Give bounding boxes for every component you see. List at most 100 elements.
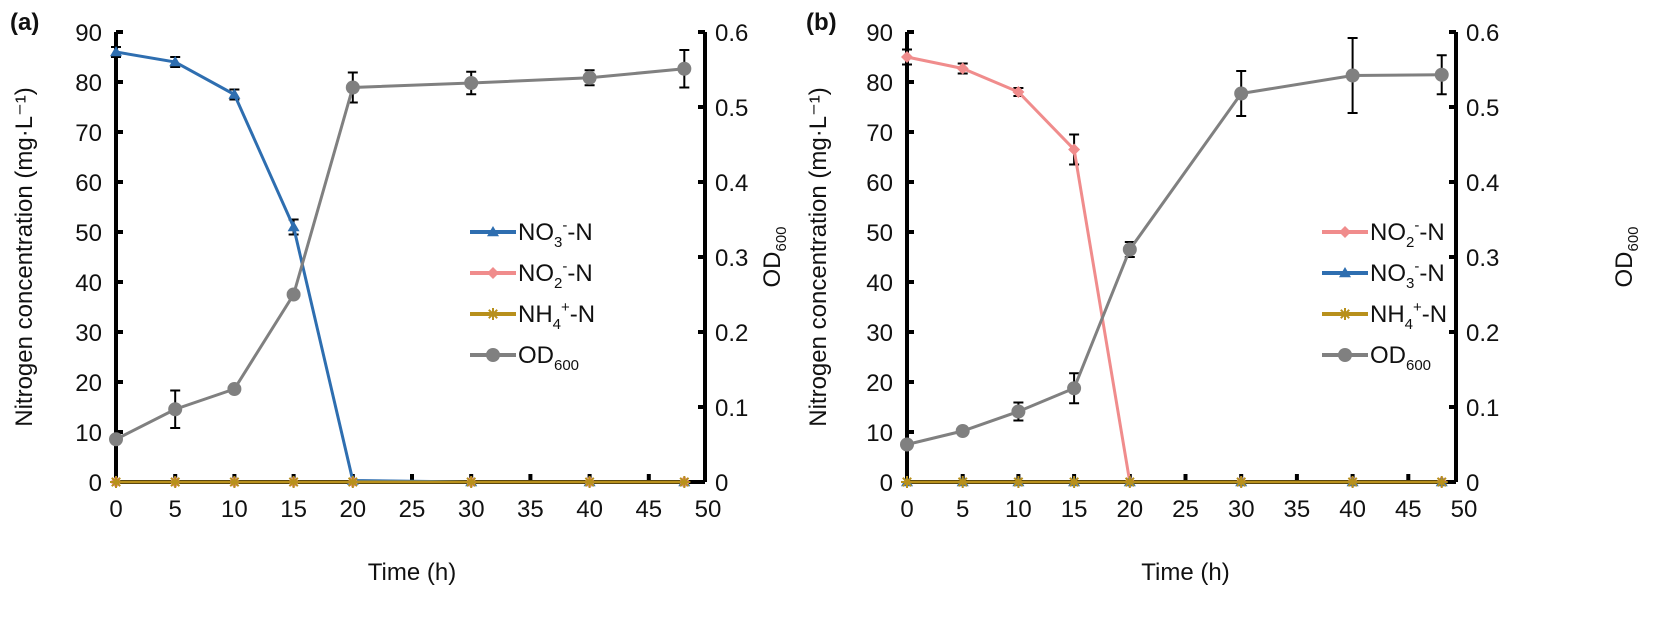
x-tick-label: 25 (1172, 496, 1199, 523)
y2-axis-title-main: OD (1611, 252, 1638, 288)
x-tick-label: 20 (339, 496, 366, 523)
legend-label-tail: -N (570, 301, 595, 328)
legend-label-main: NH (518, 301, 553, 328)
x-tick-label: 50 (1451, 496, 1478, 523)
marker-circle (900, 437, 914, 452)
y-tick-label: 40 (75, 270, 102, 297)
legend-label-sup: + (1413, 299, 1422, 316)
x-tick-label: 5 (169, 496, 182, 523)
marker-triangle (287, 221, 300, 232)
y2-axis-title: OD600 (1611, 226, 1642, 287)
x-tick-label: 15 (280, 496, 307, 523)
marker-star (1012, 476, 1025, 488)
series-line (115, 50, 685, 484)
x-tick-label: 30 (1228, 496, 1255, 523)
marker-star (583, 476, 596, 488)
marker-star-stroke (1236, 477, 1247, 487)
series-line (906, 55, 1442, 484)
marker-star (678, 476, 691, 488)
marker-diamond (487, 267, 499, 279)
legend-label-sup: - (1414, 217, 1419, 234)
y-tick-label: 20 (75, 370, 102, 397)
marker-star-stroke (1013, 477, 1024, 487)
marker-star-stroke (1069, 477, 1080, 487)
marker-star (487, 308, 499, 320)
x-tick-label: 45 (1395, 496, 1422, 523)
legend-label: NO2--N (1370, 217, 1445, 251)
marker-star-stroke (1124, 477, 1135, 487)
marker-circle (227, 382, 242, 396)
y-tick-label: 70 (75, 120, 102, 147)
series-OD600 (109, 49, 692, 447)
marker-circle (955, 424, 970, 438)
y-tick-label: 80 (866, 70, 893, 97)
series-NO2--N (901, 48, 1448, 488)
legend-label-sup: + (561, 299, 570, 316)
series-NH4+-N (901, 476, 1448, 488)
marker-star (1435, 476, 1448, 488)
marker-star-stroke (1436, 477, 1447, 487)
y-tick-label: 50 (75, 220, 102, 247)
marker-circle (168, 402, 183, 417)
series-line (906, 73, 1442, 446)
marker-star (110, 476, 122, 488)
legend-label-sub: 3 (1406, 275, 1414, 292)
marker-triangle (487, 226, 499, 237)
y-tick-label: 30 (866, 320, 893, 347)
legend-label-sub: 3 (554, 234, 562, 251)
marker-star (901, 476, 913, 488)
y-tick-label: 0 (880, 470, 893, 497)
marker-star (346, 476, 359, 488)
marker-star-stroke (1340, 309, 1350, 319)
marker-circle (1434, 67, 1449, 82)
marker-circle (1338, 348, 1352, 362)
y2-tick-label: 0.4 (1466, 170, 1499, 197)
y-tick-label: 90 (75, 20, 102, 47)
marker-circle (1067, 381, 1082, 396)
x-tick-label: 35 (1284, 496, 1311, 523)
legend-label-main: NH (1370, 301, 1405, 328)
y2-axis-title: OD600 (759, 226, 790, 287)
legend-label-main: NO (1370, 219, 1406, 246)
x-tick-label: 0 (109, 496, 122, 523)
series-NH4+-N (110, 476, 691, 488)
y-tick-label: 10 (75, 420, 102, 447)
x-axis-title: Time (h) (1141, 559, 1229, 586)
marker-circle (345, 80, 360, 95)
legend-item: NO3--N (470, 217, 593, 251)
y2-axis-title-sub: 600 (773, 226, 790, 251)
marker-star (1123, 476, 1136, 488)
y2-tick-label: 0 (1466, 470, 1479, 497)
marker-triangle (228, 88, 241, 99)
legend-label-sup: - (562, 258, 567, 275)
legend-label-main: OD (518, 342, 554, 369)
panel-label: (b) (806, 9, 837, 36)
marker-star (465, 476, 478, 488)
y-tick-label: 30 (75, 320, 102, 347)
marker-star-stroke (347, 477, 358, 487)
marker-star-stroke (229, 477, 240, 487)
legend-label-sub: 600 (1406, 357, 1431, 374)
y-tick-label: 60 (75, 170, 102, 197)
legend-label: NO2--N (518, 258, 593, 292)
y2-tick-label: 0.3 (715, 245, 748, 272)
x-tick-label: 0 (900, 496, 913, 523)
marker-star (1339, 308, 1351, 320)
marker-star-stroke (170, 477, 181, 487)
legend-label-tail: -N (567, 260, 592, 287)
marker-circle (464, 76, 479, 90)
legend-label-sup: - (1414, 258, 1419, 275)
marker-circle (677, 61, 692, 76)
y2-tick-label: 0.6 (1466, 20, 1499, 47)
series-line (115, 67, 685, 441)
marker-triangle (1339, 267, 1351, 278)
chart-panel-b: (b)0 5 10 15 20 25 30 35 40 45 5001020304050607080… (805, 9, 1642, 586)
y2-tick-label: 0.3 (1466, 245, 1499, 272)
y2-tick-label: 0.6 (715, 20, 748, 47)
y2-tick-label: 0.2 (1466, 320, 1499, 347)
x-tick-label: 45 (635, 496, 662, 523)
series-OD600 (900, 37, 1449, 452)
legend-item: OD600 (470, 342, 579, 374)
y2-tick-label: 0.2 (715, 320, 748, 347)
chart-panel-a: (a)0 5 10 15 20 25 30 35 40 45 5001020304050607080… (10, 9, 790, 586)
